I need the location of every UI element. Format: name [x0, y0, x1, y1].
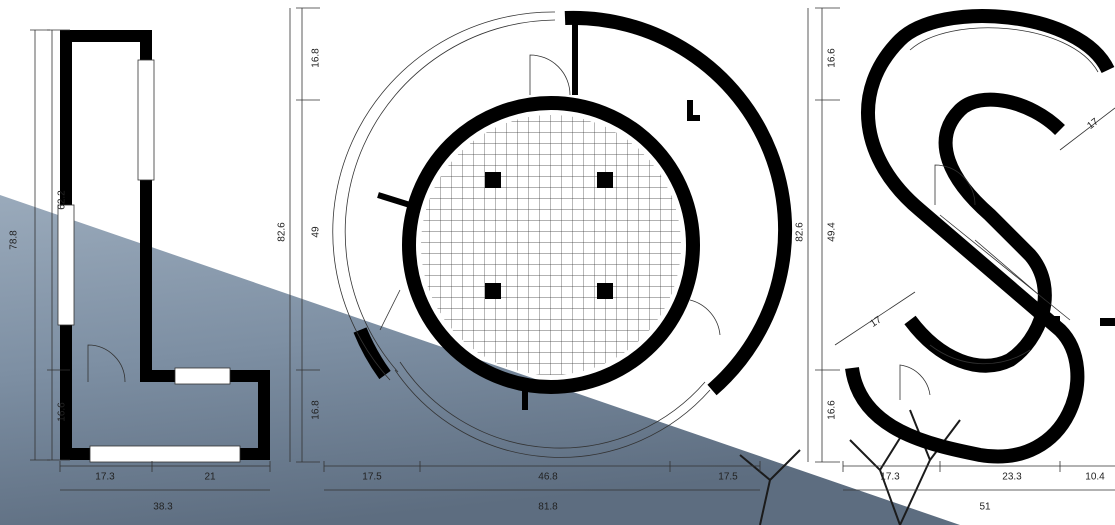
column — [485, 283, 501, 299]
dimension-label: 17.5 — [362, 472, 382, 483]
dimension-label: 17.3 — [880, 472, 900, 483]
door — [379, 54, 721, 336]
outer-wall — [845, 9, 1115, 464]
glazing — [909, 27, 1099, 365]
plan-l — [57, 30, 270, 463]
l-walls — [60, 30, 270, 460]
dimension-label: 10.4 — [1085, 472, 1105, 483]
dimension-label: 16.6 — [827, 48, 838, 68]
window — [174, 367, 231, 385]
dimension-label: 49.4 — [827, 222, 838, 242]
dimension-label: 21 — [204, 472, 216, 483]
dimension-label: 49 — [311, 226, 322, 238]
glazing — [394, 361, 711, 458]
dimension-label: 78.8 — [9, 230, 20, 250]
plan-s — [845, 9, 1115, 464]
dimension-label: 51 — [979, 502, 991, 513]
door — [899, 164, 976, 400]
window — [137, 59, 155, 181]
plan-o — [332, 10, 793, 458]
partition — [377, 20, 700, 410]
dimension-label: 23.3 — [1002, 472, 1022, 483]
column — [485, 172, 501, 188]
tiled-floor — [421, 115, 681, 375]
dimension-label: 16.6 — [57, 402, 68, 422]
dimension-label: 82.6 — [795, 222, 806, 242]
dimension-label: 17.3 — [95, 472, 115, 483]
window — [57, 204, 75, 326]
outer-wall — [564, 10, 793, 396]
column — [597, 283, 613, 299]
tree-branches — [739, 409, 961, 525]
window — [89, 445, 241, 463]
door — [87, 344, 126, 383]
dimension-label: 46.8 — [538, 472, 558, 483]
inner-wall — [402, 96, 700, 394]
dimension-label: 38.3 — [153, 502, 173, 513]
dimension-label: 16.6 — [827, 400, 838, 420]
dimension-label: 17 — [1085, 116, 1101, 132]
dimension-labels: 78.8 62.2 16.6 17.3 21 38.3 16.8 49 16.8 82.6 17.5… — [9, 48, 1106, 513]
dimension-label: 81.8 — [538, 502, 558, 513]
dimension-label: 82.6 — [277, 222, 288, 242]
dimension-label: 16.8 — [311, 48, 322, 68]
dimension-lines — [30, 7, 1115, 491]
dimension-label: 16.8 — [311, 400, 322, 420]
dimension-label: 62.2 — [57, 190, 68, 210]
dimension-label: 17 — [868, 314, 884, 330]
glazing — [332, 11, 556, 381]
dimension-label: 17.5 — [718, 472, 738, 483]
column — [597, 172, 613, 188]
partition — [1050, 316, 1115, 326]
inner-wall — [904, 92, 1065, 373]
